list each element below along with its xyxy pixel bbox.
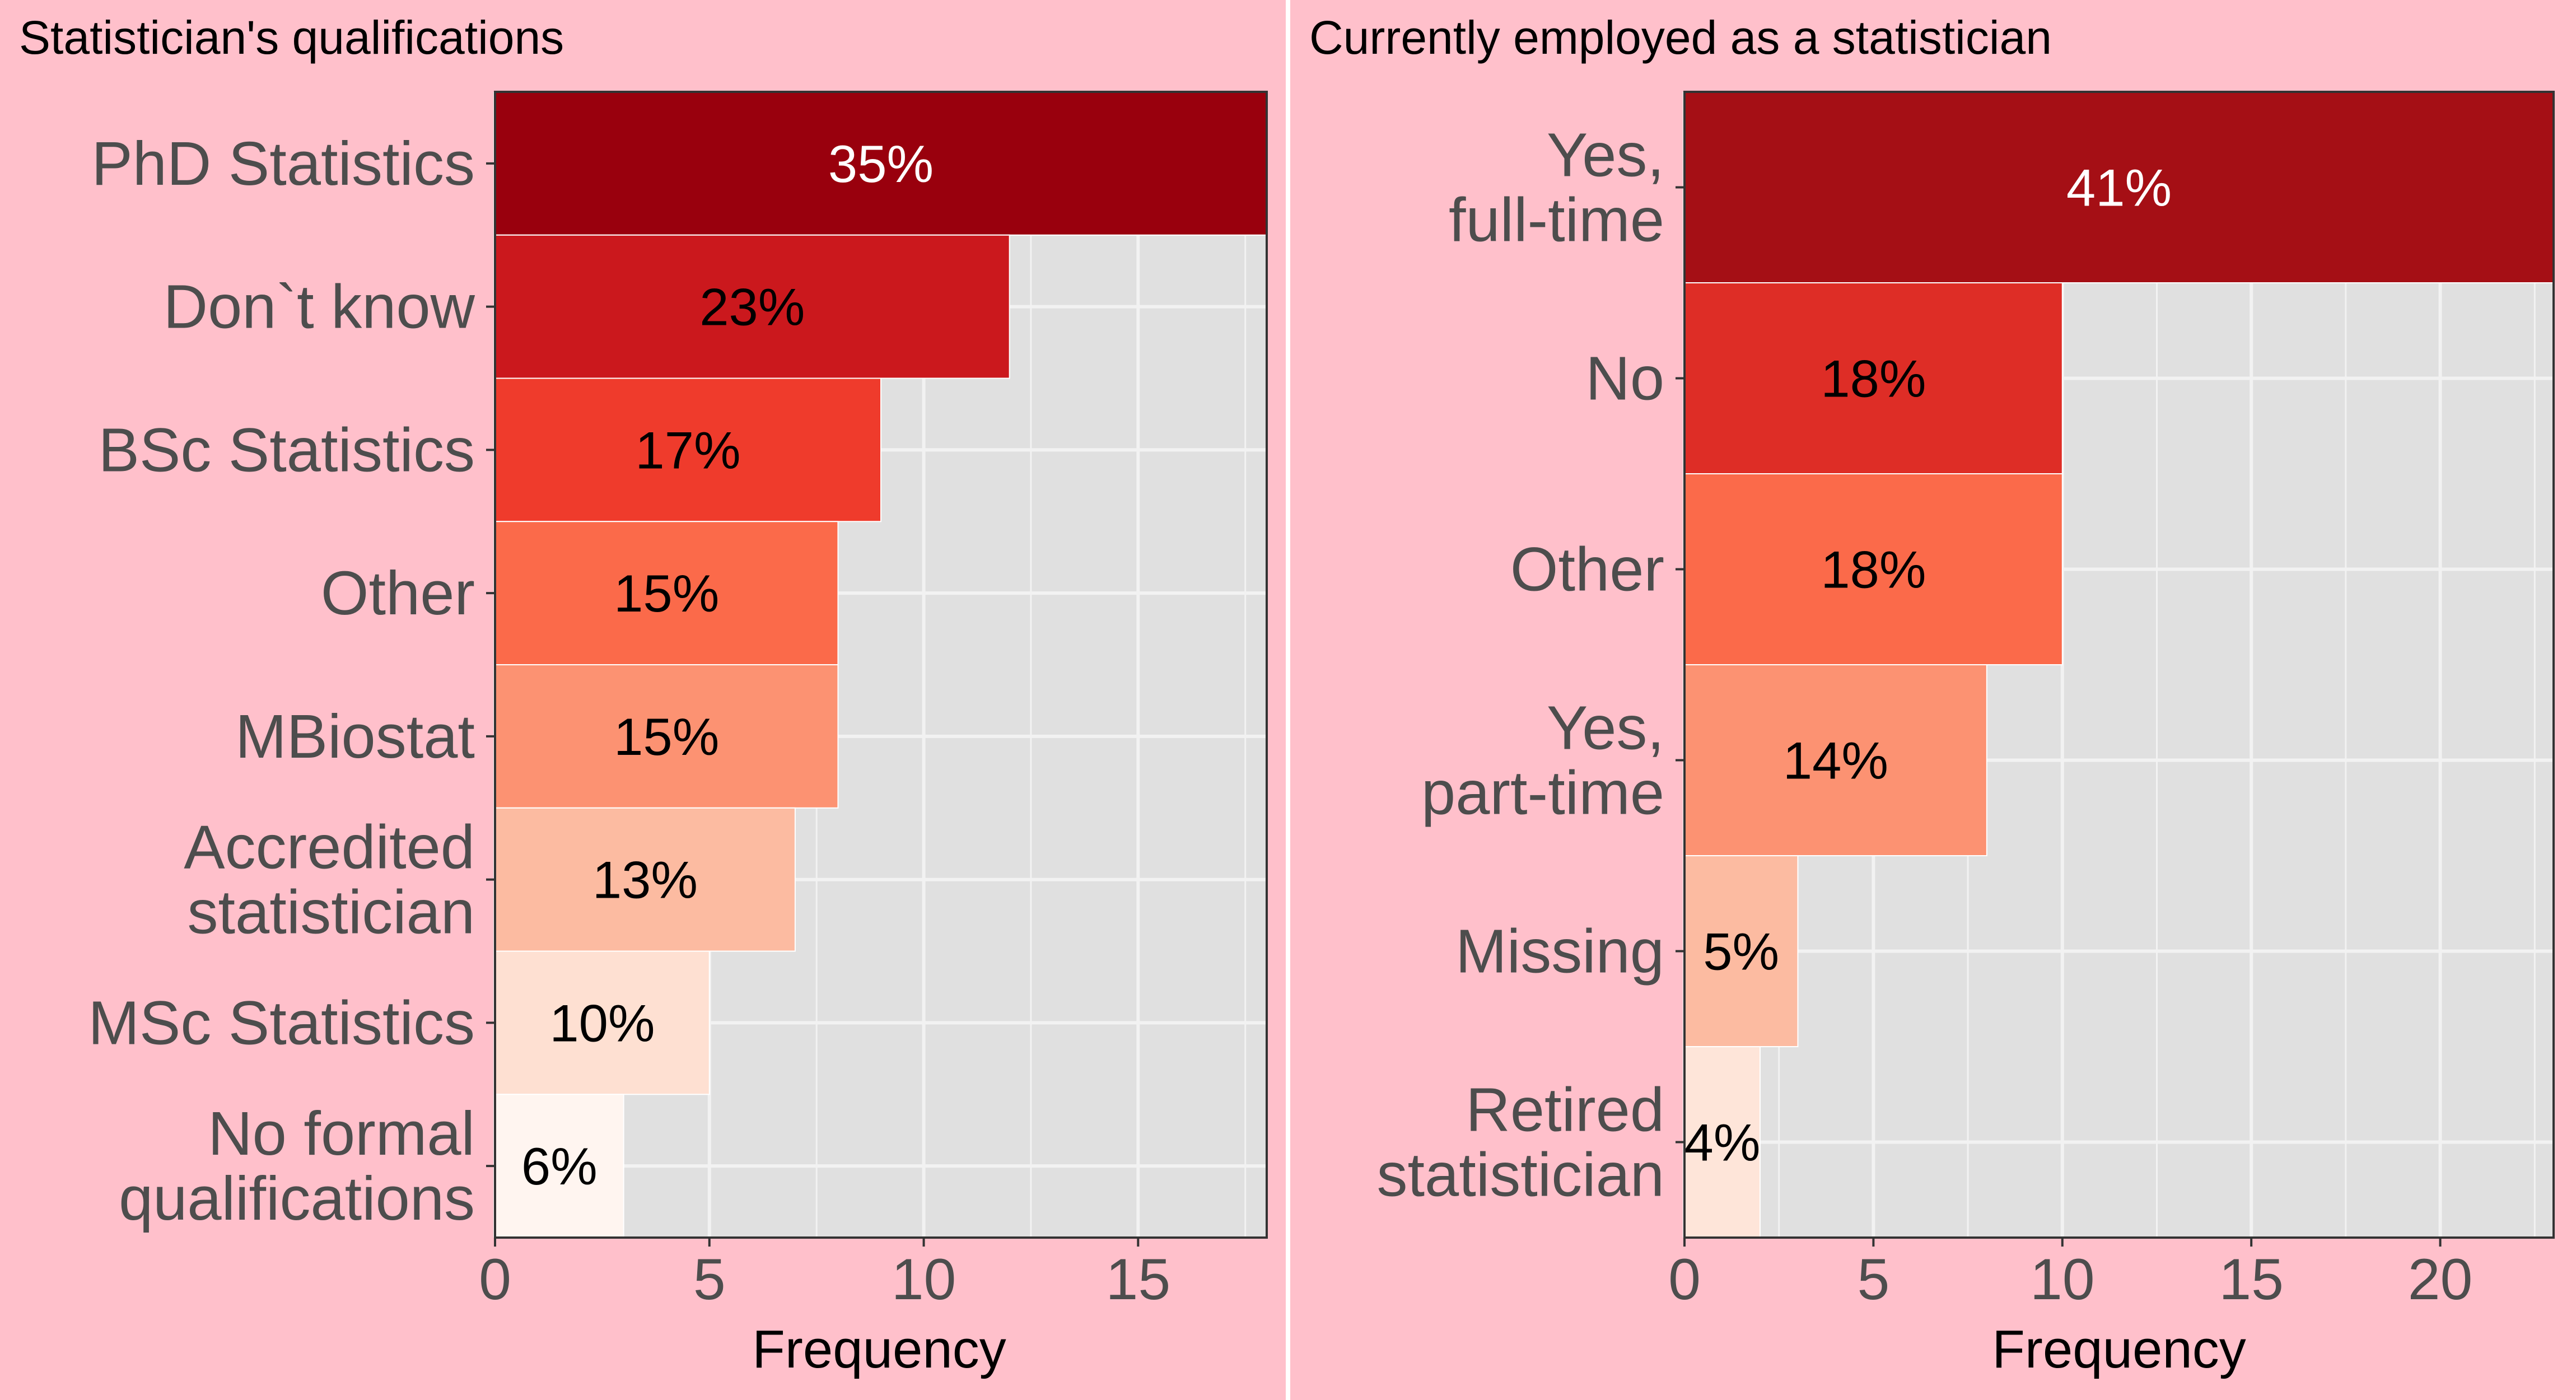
plot-area: 35% 23% 17% 15% 15% 13% 10% 6% PhD Statistics Don… — [88, 91, 1268, 1312]
x-axis-title: Frequency — [1992, 1319, 2246, 1379]
category-label: No formal — [208, 1099, 475, 1168]
category-label: part-time — [1421, 759, 1664, 828]
x-tick-label: 10 — [892, 1247, 956, 1312]
bar — [494, 521, 839, 665]
bar-label: 35% — [828, 134, 934, 193]
bar — [494, 234, 1010, 379]
bar-label: 5% — [1703, 922, 1779, 981]
bar — [494, 1094, 624, 1238]
category-label: statistician — [1376, 1141, 1664, 1210]
x-tick-label: 20 — [2408, 1247, 2473, 1312]
bar-label: 14% — [1783, 731, 1888, 790]
category-label: qualifications — [119, 1164, 475, 1233]
category-label: PhD Statistics — [91, 129, 475, 198]
plot-border — [1683, 91, 2555, 1239]
bar-label: 18% — [1821, 349, 1926, 408]
category-label: Other — [321, 559, 475, 628]
x-tick-label: 5 — [1857, 1247, 1889, 1312]
x-tick-label: 0 — [479, 1247, 511, 1312]
category-label: BSc Statistics — [99, 416, 475, 484]
bar — [1684, 664, 1987, 856]
category-label: MSc Statistics — [88, 988, 475, 1057]
chart-panel-qualifications: Statistician's qualifications Frequency … — [0, 0, 1286, 1400]
bar-label: 13% — [592, 851, 698, 909]
category-label: Accredited — [184, 813, 475, 882]
x-tick-label: 10 — [2030, 1247, 2095, 1312]
bar-label: 4% — [1684, 1113, 1761, 1172]
plot-area: 41%18%18%14%5%4%Yes,full-timeNoOtherYes,… — [1376, 91, 2555, 1312]
bar — [1684, 855, 1799, 1047]
bar — [1684, 473, 2063, 665]
bar — [1684, 91, 2554, 283]
bar — [1684, 1046, 1761, 1238]
bar — [1684, 282, 2063, 474]
bar-label: 41% — [2066, 158, 2172, 217]
bar-label: 6% — [521, 1137, 598, 1196]
chart-title: Currently employed as a statistician — [1309, 11, 2052, 64]
chart-panel-employment: Currently employed as a statistician Fre… — [1290, 0, 2576, 1400]
bar-label: 23% — [699, 278, 805, 337]
bar — [494, 664, 839, 809]
x-axis-title: Frequency — [752, 1319, 1006, 1379]
bar-label: 10% — [549, 993, 655, 1052]
x-tick-label: 5 — [693, 1247, 726, 1312]
x-tick-label: 0 — [1668, 1247, 1701, 1312]
bar-label: 15% — [614, 707, 719, 766]
category-label: Don`t know — [164, 273, 475, 342]
chart-title: Statistician's qualifications — [19, 11, 564, 64]
plot-border — [494, 91, 1268, 1239]
bar-label: 15% — [614, 564, 719, 623]
bar — [494, 950, 710, 1095]
category-label: Other — [1510, 535, 1664, 604]
category-label: Yes, — [1547, 694, 1664, 763]
category-label: MBiostat — [235, 702, 475, 771]
category-label: Retired — [1466, 1076, 1664, 1145]
bar-label: 17% — [635, 421, 740, 479]
bar — [494, 807, 796, 952]
category-label: Yes, — [1547, 121, 1664, 190]
category-label: statistician — [187, 878, 475, 947]
category-label: Missing — [1455, 917, 1664, 986]
bar-label: 18% — [1821, 540, 1926, 599]
category-label: full-time — [1449, 186, 1664, 255]
category-label: No — [1585, 344, 1664, 413]
x-tick-label: 15 — [2219, 1247, 2284, 1312]
x-tick-label: 15 — [1105, 1247, 1170, 1312]
